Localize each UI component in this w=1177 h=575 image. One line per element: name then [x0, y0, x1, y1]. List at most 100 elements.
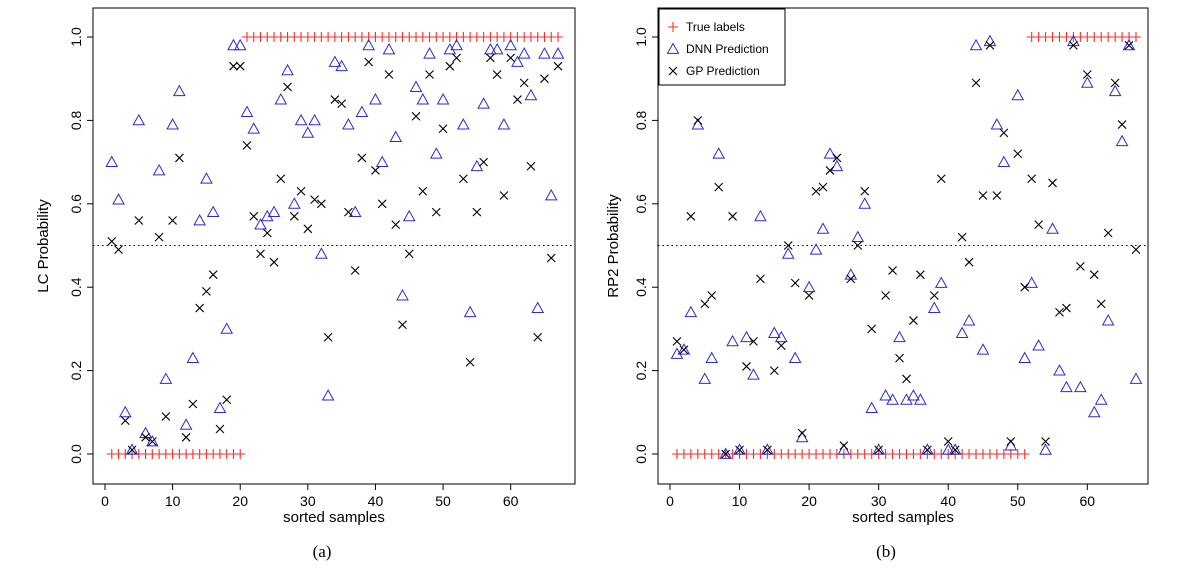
x-axis-label: sorted samples	[283, 509, 385, 526]
gp-prediction-point	[202, 286, 211, 296]
gp-prediction-point	[168, 216, 178, 225]
gp-prediction-point	[120, 416, 130, 426]
gp-prediction-point	[846, 274, 856, 284]
gp-prediction-point	[425, 70, 434, 79]
dnn-prediction-point	[1080, 76, 1094, 88]
gp-prediction-point	[553, 61, 563, 71]
legend-label: DNN Prediction	[686, 42, 769, 56]
gp-prediction-point	[804, 291, 814, 300]
gp-prediction-point	[107, 236, 117, 246]
dnn-prediction-point	[375, 155, 389, 167]
gp-prediction-point	[860, 186, 870, 196]
dnn-prediction-point	[914, 393, 927, 405]
gp-prediction-point	[839, 441, 849, 451]
legend-x-marker	[668, 66, 678, 76]
gp-prediction-point	[174, 153, 184, 163]
dnn-prediction-point	[684, 305, 698, 318]
gp-prediction-point	[330, 95, 340, 104]
x-tick-label: 10	[165, 493, 181, 509]
dnn-prediction-point	[125, 443, 139, 455]
dnn-prediction-point	[781, 247, 795, 259]
dnn-prediction-point	[213, 401, 227, 414]
gp-prediction-point	[1082, 70, 1092, 79]
dnn-prediction-point	[254, 218, 267, 230]
legend-entry-gp: GP Prediction	[668, 64, 760, 78]
gp-prediction-point	[404, 249, 414, 259]
gp-prediction-point	[485, 53, 495, 63]
gp-prediction-point	[458, 174, 468, 184]
panel-caption: (b)	[876, 542, 896, 561]
legend-box	[658, 8, 786, 86]
dnn-prediction-point	[705, 351, 719, 363]
x-tick-label: 20	[801, 493, 817, 509]
gp-prediction-point	[398, 320, 407, 330]
gp-prediction-point	[526, 161, 536, 171]
x-tick-label: 0	[101, 493, 109, 509]
dnn-prediction-point	[1004, 439, 1018, 451]
legend-label: True labels	[686, 20, 745, 34]
gp-prediction-point	[1020, 282, 1030, 292]
gp-prediction-point	[262, 228, 272, 238]
dnn-prediction-point	[396, 289, 409, 301]
gp-prediction-point	[310, 195, 319, 205]
gp-prediction-point	[303, 224, 313, 234]
legend-entry-true-labels: True labels	[668, 20, 745, 34]
dnn-prediction-point	[308, 113, 321, 126]
gp-prediction-point	[888, 266, 897, 275]
legend-entry-dnn: DNN Prediction	[666, 42, 769, 56]
dnn-prediction-point	[1122, 38, 1136, 51]
x-tick-label: 40	[940, 493, 956, 509]
y-tick-label: 0.0	[68, 444, 84, 464]
gp-prediction-point	[735, 445, 744, 455]
gp-prediction-point	[323, 332, 333, 342]
gp-prediction-point	[283, 82, 292, 92]
gp-prediction-point	[978, 191, 988, 200]
dnn-prediction-point	[802, 280, 816, 293]
gp-prediction-point	[377, 199, 387, 209]
gp-prediction-point	[964, 257, 974, 267]
dnn-prediction-point	[761, 443, 774, 455]
gp-prediction-point	[418, 186, 428, 196]
legend-plus-symbol	[668, 22, 678, 32]
dnn-prediction-point	[1039, 443, 1052, 455]
gp-prediction-point	[181, 432, 191, 442]
gp-prediction-point	[756, 274, 765, 284]
gp-prediction-point	[909, 316, 918, 325]
dnn-prediction-point	[1060, 380, 1073, 393]
dnn-prediction-point	[538, 47, 551, 59]
dnn-prediction-point	[139, 426, 152, 439]
dnn-prediction-point	[118, 405, 132, 418]
dnn-prediction-point	[698, 372, 712, 384]
y-tick-label: 0.8	[68, 110, 84, 130]
dnn-prediction-point	[809, 243, 823, 255]
dnn-prediction-point	[389, 130, 403, 142]
dnn-prediction-point	[886, 393, 899, 405]
legend-x-symbol	[668, 66, 678, 76]
gp-prediction-point	[728, 211, 737, 221]
gp-prediction-point	[364, 57, 374, 67]
gp-prediction-point	[1069, 40, 1078, 50]
gp-prediction-point	[742, 362, 751, 371]
dnn-prediction-point	[132, 113, 146, 126]
gp-prediction-point	[384, 70, 394, 79]
dnn-prediction-point	[402, 209, 416, 222]
y-tick-label: 0.4	[633, 277, 649, 297]
gp-prediction-point	[479, 157, 489, 167]
gp-prediction-point	[350, 266, 360, 275]
gp-prediction-point	[229, 61, 238, 71]
x-tick-label: 0	[666, 493, 674, 509]
y-tick-label: 0.6	[633, 194, 649, 214]
x-tick-label: 50	[435, 493, 451, 509]
dnn-prediction-point	[409, 80, 423, 92]
dnn-prediction-point	[105, 155, 119, 167]
y-tick-label: 0.8	[633, 110, 649, 130]
gp-prediction-point	[472, 207, 482, 217]
dnn-prediction-point	[1101, 314, 1115, 326]
dnn-prediction-point	[767, 326, 781, 338]
y-tick-label: 0.4	[68, 277, 84, 297]
dnn-prediction-point	[416, 93, 430, 105]
dnn-prediction-point	[719, 447, 732, 459]
gp-prediction-point	[999, 128, 1009, 138]
gp-prediction-point	[950, 445, 960, 455]
dnn-prediction-point	[955, 326, 969, 338]
